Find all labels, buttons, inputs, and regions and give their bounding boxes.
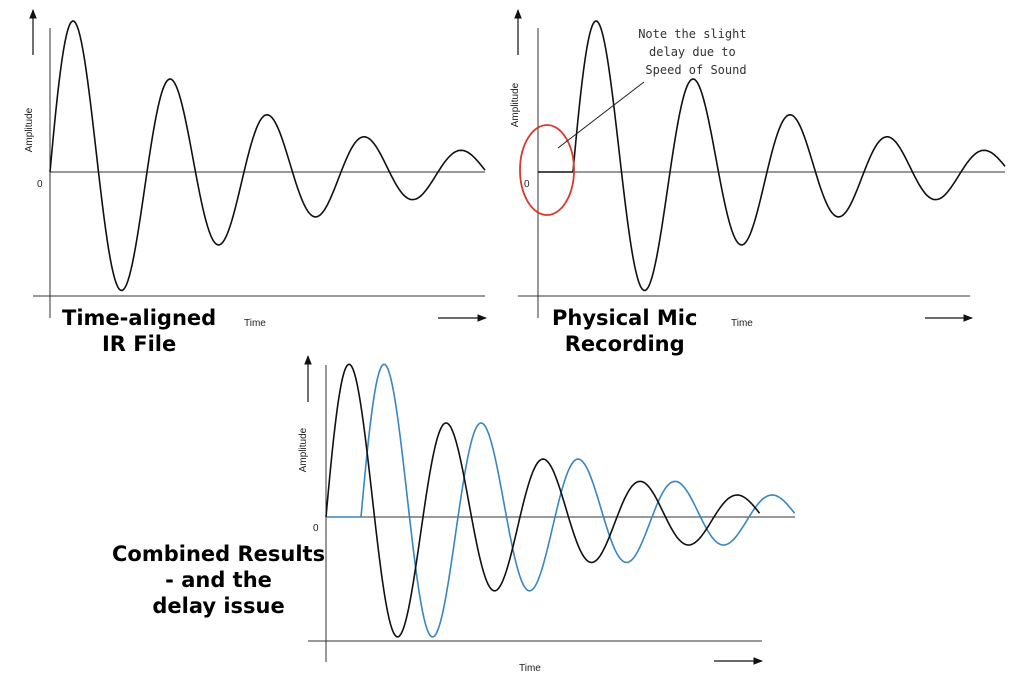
panel-combined-caption: Combined Results - and the delay issue	[112, 541, 325, 619]
panel-ir-caption-line-2: IR File	[101, 332, 177, 356]
panel-combined-xlabel: Time	[519, 663, 541, 674]
panel-mic-annotation-pointer	[557, 81, 645, 149]
panel-ir-zero-label: 0	[37, 179, 43, 190]
panel-ir: Amplitude 0 Time	[24, 9, 487, 329]
panel-ir-waveform	[49, 20, 486, 292]
panel-ir-caption: Time-aligned IR File	[62, 305, 216, 357]
panel-mic-xlabel: Time	[731, 318, 753, 329]
panel-mic: Amplitude 0 Time Note the slight delay d…	[510, 9, 1006, 329]
panel-mic-annotation-line-1: Note the slight	[638, 27, 746, 41]
panel-mic-ylabel: Amplitude	[510, 82, 521, 127]
panel-mic-delay-highlight	[519, 124, 575, 216]
panel-combined-caption-line-2: - and the	[165, 568, 272, 592]
panel-combined-ylabel: Amplitude	[298, 427, 309, 472]
panel-mic-caption: Physical Mic Recording	[552, 305, 697, 357]
panel-ir-caption-line-1: Time-aligned	[62, 306, 217, 330]
panel-ir-xlabel: Time	[244, 318, 266, 329]
panel-mic-caption-line-2: Recording	[564, 332, 685, 356]
panel-combined-ir-waveform	[325, 363, 761, 638]
panel-mic-annotation-line-3: Speed of Sound	[645, 63, 746, 77]
panel-mic-annotation-line-2: delay due to	[649, 45, 736, 59]
panel-combined-zero-label: 0	[313, 523, 319, 534]
panel-combined-caption-line-3: delay issue	[152, 594, 285, 618]
panel-mic-waveform	[572, 20, 1006, 292]
panel-combined: Amplitude 0 Time	[298, 355, 796, 674]
panel-ir-ylabel: Amplitude	[24, 107, 35, 152]
panel-mic-zero-label: 0	[524, 179, 530, 190]
panel-combined-caption-line-1: Combined Results	[112, 542, 326, 566]
panel-mic-annotation: Note the slight delay due to Speed of So…	[638, 27, 754, 77]
panel-combined-mic-waveform	[360, 363, 796, 638]
panel-mic-caption-line-1: Physical Mic	[552, 306, 698, 330]
